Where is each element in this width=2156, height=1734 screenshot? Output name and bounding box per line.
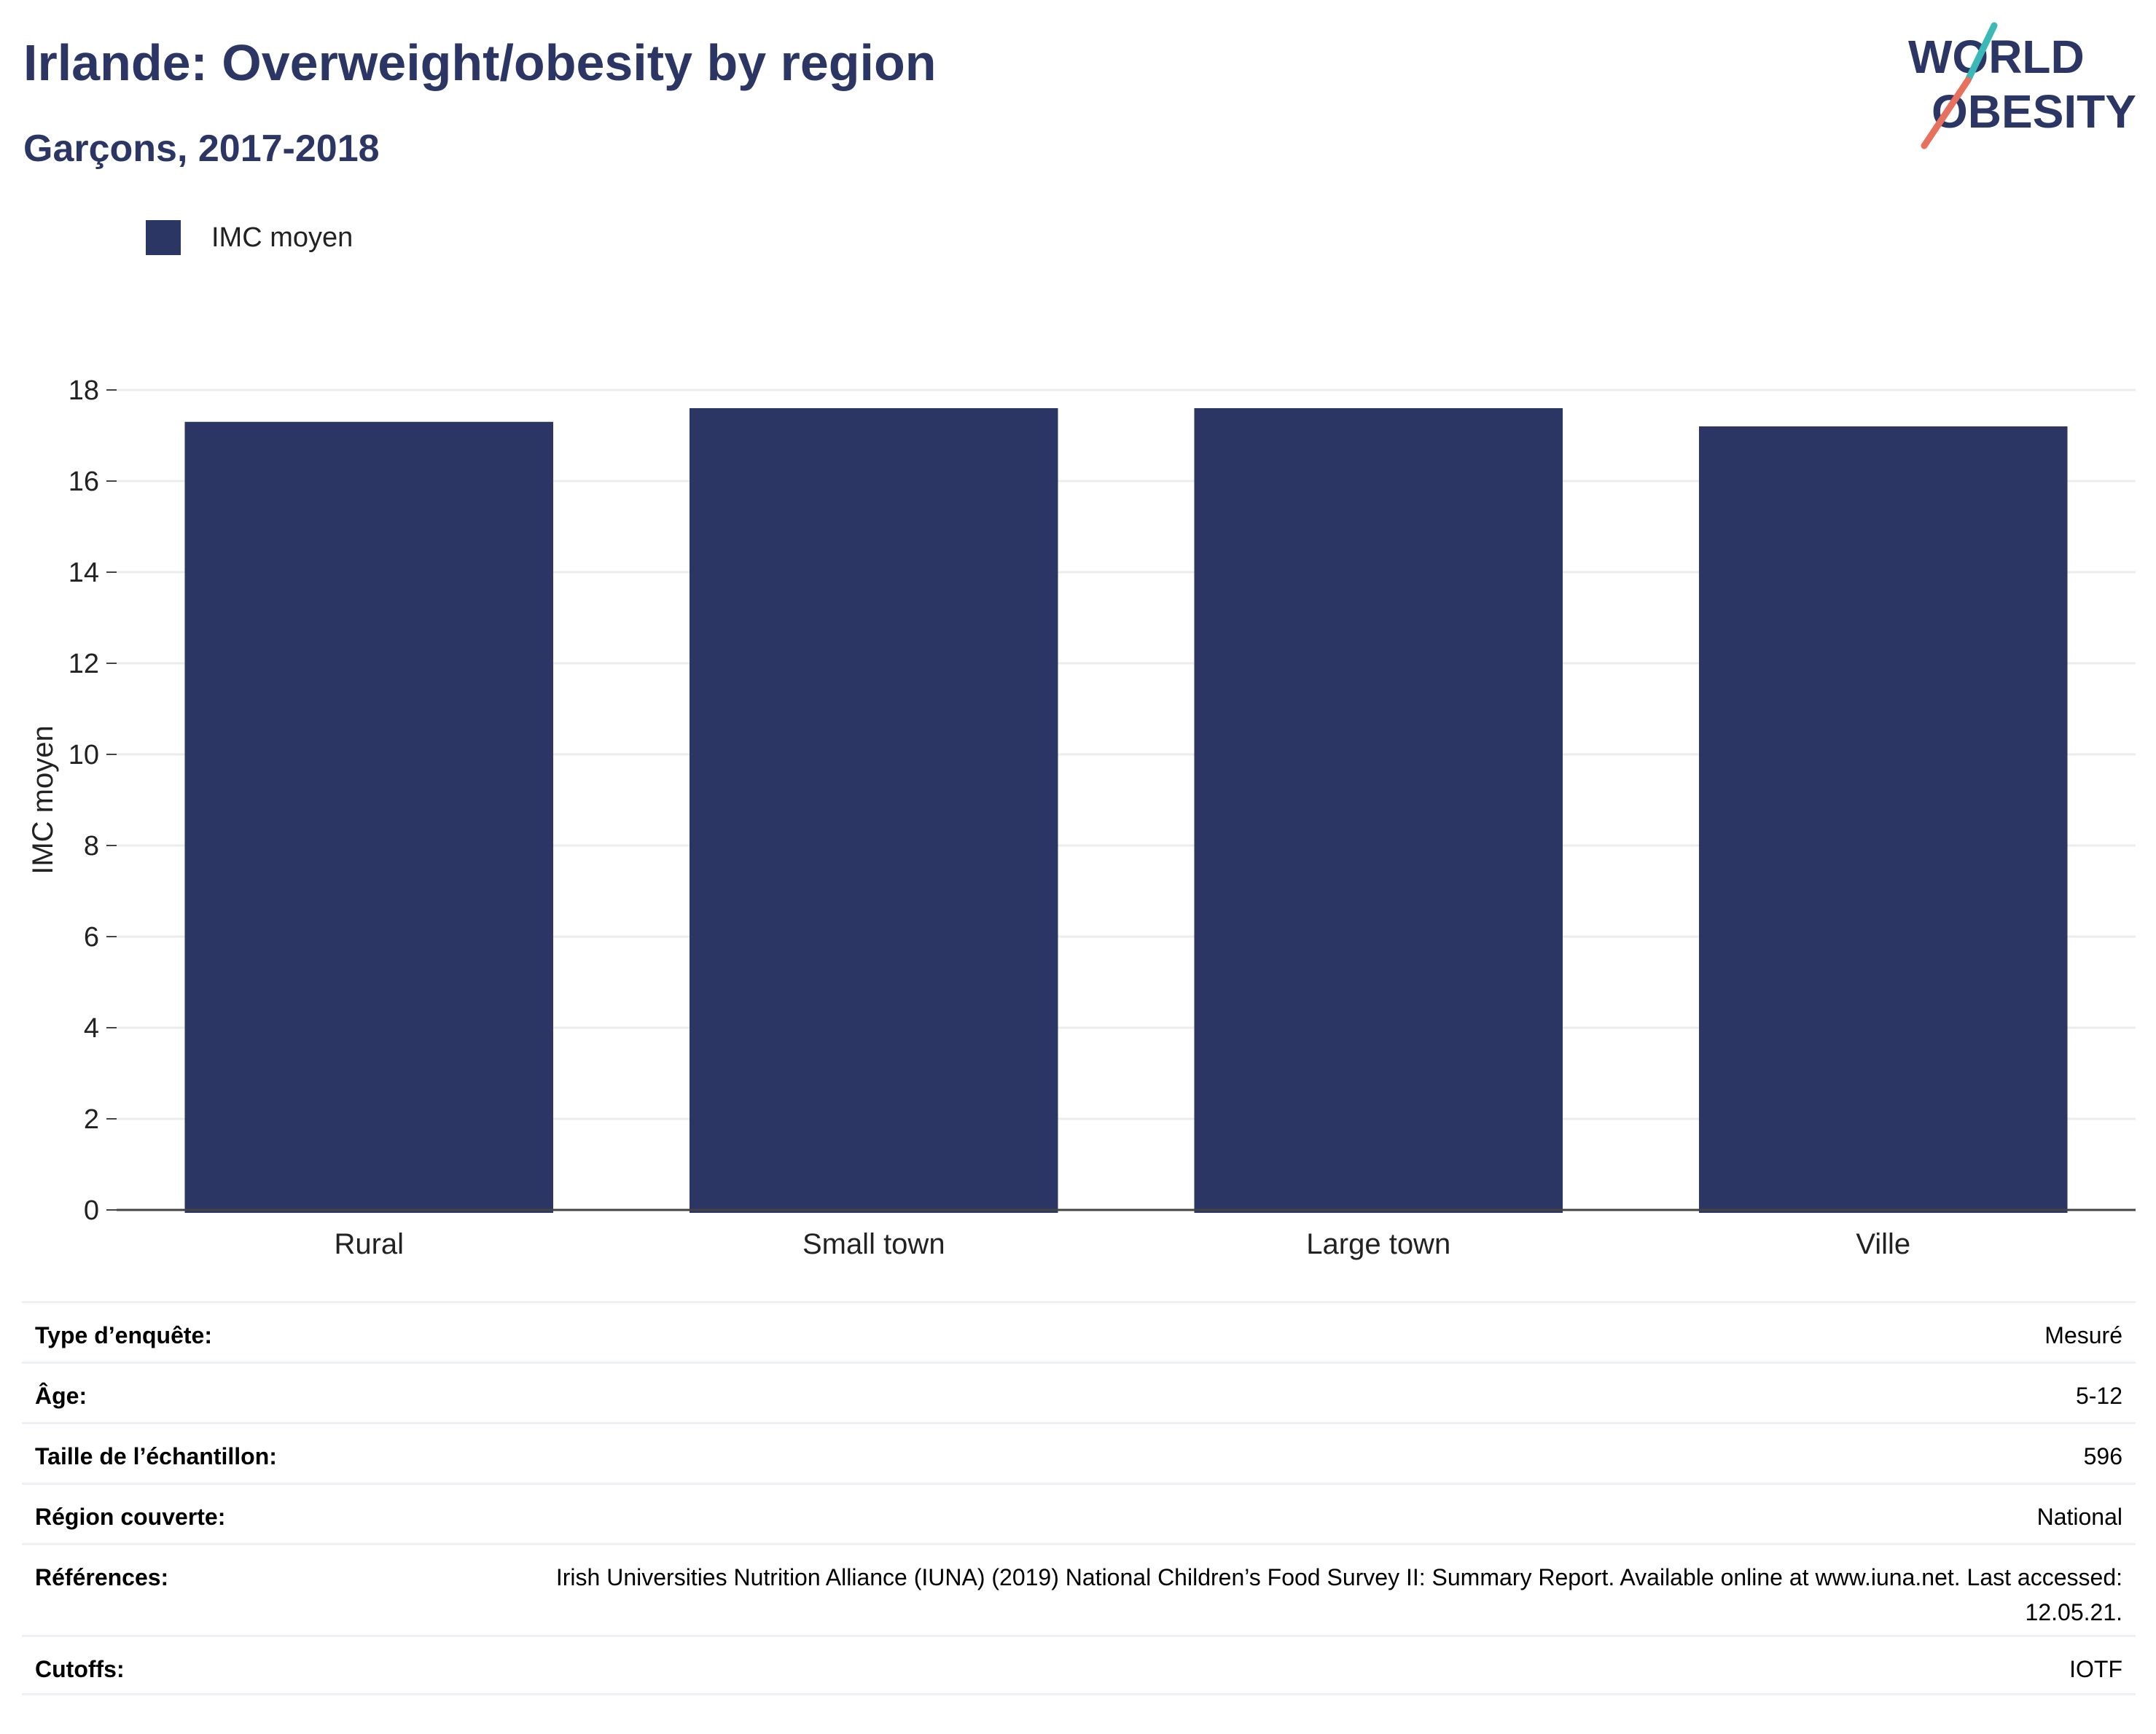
- info-row-sample-size: Taille de l’échantillon: 596: [22, 1422, 2136, 1483]
- info-row-cutoffs: Cutoffs: IOTF: [22, 1635, 2136, 1695]
- y-tick-label: 0: [84, 1195, 99, 1226]
- y-tick-label: 4: [84, 1013, 99, 1044]
- info-row-age: Âge: 5-12: [22, 1362, 2136, 1422]
- chart-subtitle: Garçons, 2017-2018: [23, 128, 380, 170]
- svg-text:OBESITY: OBESITY: [1932, 85, 2136, 138]
- y-tick-label: 18: [69, 375, 99, 406]
- info-label: Type d’enquête:: [35, 1322, 212, 1348]
- info-label: Âge:: [35, 1383, 87, 1409]
- bar-large-town: [1194, 408, 1563, 1213]
- info-value: IOTF: [2069, 1656, 2122, 1682]
- info-row-references: Références: Irish Universities Nutrition…: [22, 1543, 2136, 1635]
- x-tick-label: Small town: [802, 1228, 945, 1260]
- info-value: Mesuré: [2044, 1322, 2122, 1348]
- y-tick-label: 6: [84, 922, 99, 953]
- y-tick-label: 14: [69, 558, 99, 588]
- info-label: Taille de l’échantillon:: [35, 1443, 277, 1469]
- info-value: Irish Universities Nutrition Alliance (I…: [555, 1564, 2122, 1625]
- y-tick-label: 8: [84, 831, 99, 862]
- info-label: Cutoffs:: [35, 1656, 125, 1682]
- legend-label: IMC moyen: [211, 222, 354, 253]
- chart-title: Irlande: Overweight/obesity by region: [23, 34, 937, 91]
- y-axis-label: IMC moyen: [27, 725, 59, 875]
- bar-small-town: [689, 408, 1058, 1213]
- bar-chart: 0 2 4 6 8 10 12 14 16 18 Rural Small town Large town…: [27, 375, 2136, 1260]
- bars: [184, 408, 2068, 1213]
- info-row-survey-type: Type d’enquête: Mesuré: [22, 1301, 2136, 1362]
- info-value: National: [2036, 1504, 2122, 1530]
- bar-rural: [184, 421, 554, 1213]
- x-tick-label: Ville: [1856, 1228, 1910, 1260]
- world-obesity-logo: WORLD OBESITY: [1908, 22, 2136, 149]
- chart-legend: IMC moyen: [146, 219, 353, 257]
- bar-ville: [1698, 426, 2068, 1213]
- info-row-region: Région couverte: National: [22, 1483, 2136, 1543]
- y-tick-label: 16: [69, 466, 99, 497]
- info-value: 596: [2083, 1443, 2122, 1469]
- y-tick-label: 10: [69, 740, 99, 770]
- info-label: Références:: [35, 1564, 169, 1590]
- x-tick-label: Rural: [334, 1228, 404, 1260]
- info-label: Région couverte:: [35, 1504, 226, 1530]
- legend-swatch: [146, 220, 181, 255]
- svg-text:WORLD: WORLD: [1908, 31, 2085, 83]
- axes: 0 2 4 6 8 10 12 14 16 18 Rural Small town Large town…: [69, 375, 2136, 1260]
- x-tick-label: Large town: [1306, 1228, 1450, 1260]
- info-value: 5-12: [2075, 1383, 2122, 1409]
- y-tick-label: 2: [84, 1104, 99, 1135]
- info-table: Type d’enquête: Mesuré Âge: 5-12 Taille …: [22, 1301, 2136, 1695]
- y-tick-label: 12: [69, 649, 99, 679]
